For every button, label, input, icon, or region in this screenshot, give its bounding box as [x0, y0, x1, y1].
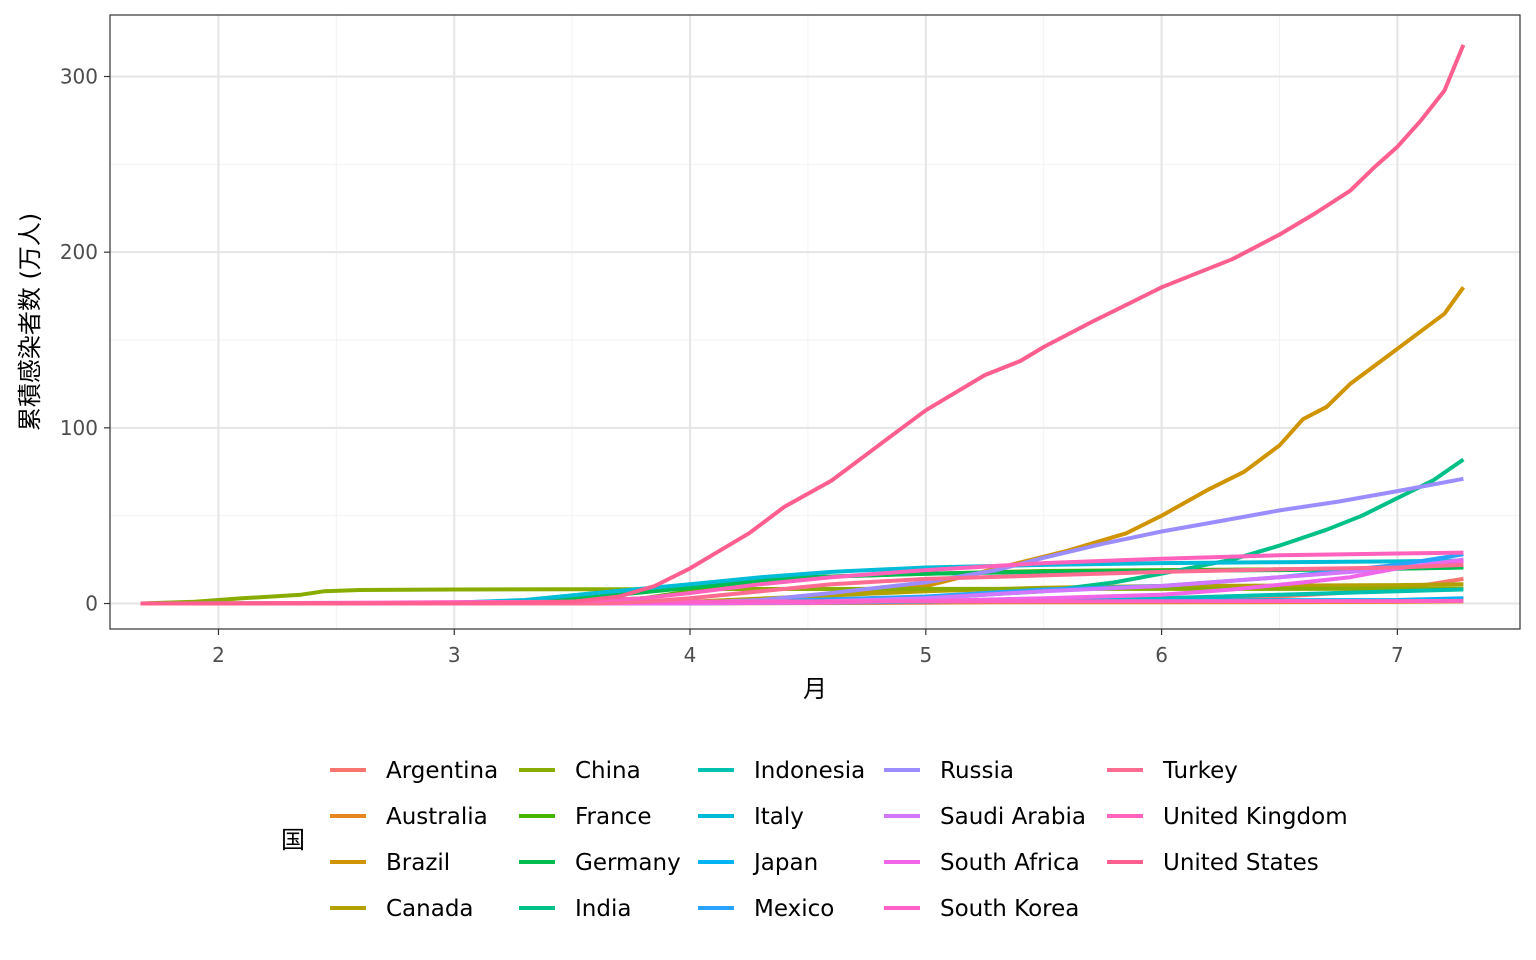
series-line-china [140, 586, 1464, 606]
x-tick-label: 2 [212, 643, 225, 667]
plot-border [109, 14, 1521, 630]
legend-item: Indonesia [698, 758, 865, 784]
y-axis-title: 累積感染者数 (万人) [16, 213, 44, 431]
legend-item: Russia [884, 758, 1014, 784]
series-line-united-states [140, 44, 1466, 606]
x-tick-label: 4 [684, 643, 697, 667]
legend-item: Mexico [698, 896, 834, 922]
y-tick-label: 200 [60, 240, 98, 264]
legend-item: Turkey [1107, 758, 1238, 784]
legend-item: Brazil [330, 850, 450, 876]
legend-item: Australia [330, 804, 488, 830]
legend-label: United States [1163, 850, 1319, 876]
legend-label: Japan [752, 850, 818, 876]
legend: Argentina Australia Brazil Canada China Franc… [330, 758, 1348, 922]
legend-label: Germany [575, 850, 681, 876]
y-tick-label: 300 [60, 64, 98, 88]
legend-item: South Africa [884, 850, 1080, 876]
x-tick-label: 7 [1391, 643, 1404, 667]
legend-label: Canada [386, 896, 474, 922]
y-tick-label: 100 [60, 416, 98, 440]
legend-item: United States [1107, 850, 1319, 876]
legend-item: Canada [330, 896, 474, 922]
legend-item: China [519, 758, 641, 784]
legend-label: Turkey [1162, 758, 1238, 784]
plot-background [110, 15, 1520, 629]
legend-item: Germany [519, 850, 681, 876]
y-tick-label: 0 [85, 592, 98, 616]
legend-item: Argentina [330, 758, 498, 784]
legend-label: South Korea [940, 896, 1079, 922]
legend-title: 国 [281, 826, 305, 854]
series-lines [140, 44, 1466, 606]
legend-label: France [575, 804, 651, 830]
legend-item: Japan [698, 850, 818, 876]
legend-item: India [519, 896, 631, 922]
legend-label: Russia [940, 758, 1014, 784]
legend-label: United Kingdom [1163, 804, 1348, 830]
series-line-turkey [140, 562, 1464, 606]
legend-label: Mexico [754, 896, 834, 922]
legend-label: India [575, 896, 631, 922]
x-tick-label: 3 [448, 643, 461, 667]
legend-label: Argentina [386, 758, 498, 784]
legend-label: Brazil [386, 850, 450, 876]
legend-item: Saudi Arabia [884, 804, 1086, 830]
legend-label: South Africa [940, 850, 1080, 876]
x-axis-title: 月 [803, 675, 827, 703]
legend-label: Saudi Arabia [940, 804, 1086, 830]
legend-item: United Kingdom [1107, 804, 1348, 830]
legend-label: China [575, 758, 641, 784]
x-axis: 2 3 4 5 6 7 [212, 629, 1404, 667]
x-tick-label: 5 [919, 643, 932, 667]
legend-item: France [519, 804, 651, 830]
legend-label: Indonesia [754, 758, 865, 784]
y-axis: 0 100 200 300 [60, 64, 110, 616]
legend-item: South Korea [884, 896, 1079, 922]
x-tick-label: 6 [1155, 643, 1168, 667]
legend-label: Italy [754, 804, 804, 830]
legend-label: Australia [386, 804, 488, 830]
legend-item: Italy [698, 804, 804, 830]
